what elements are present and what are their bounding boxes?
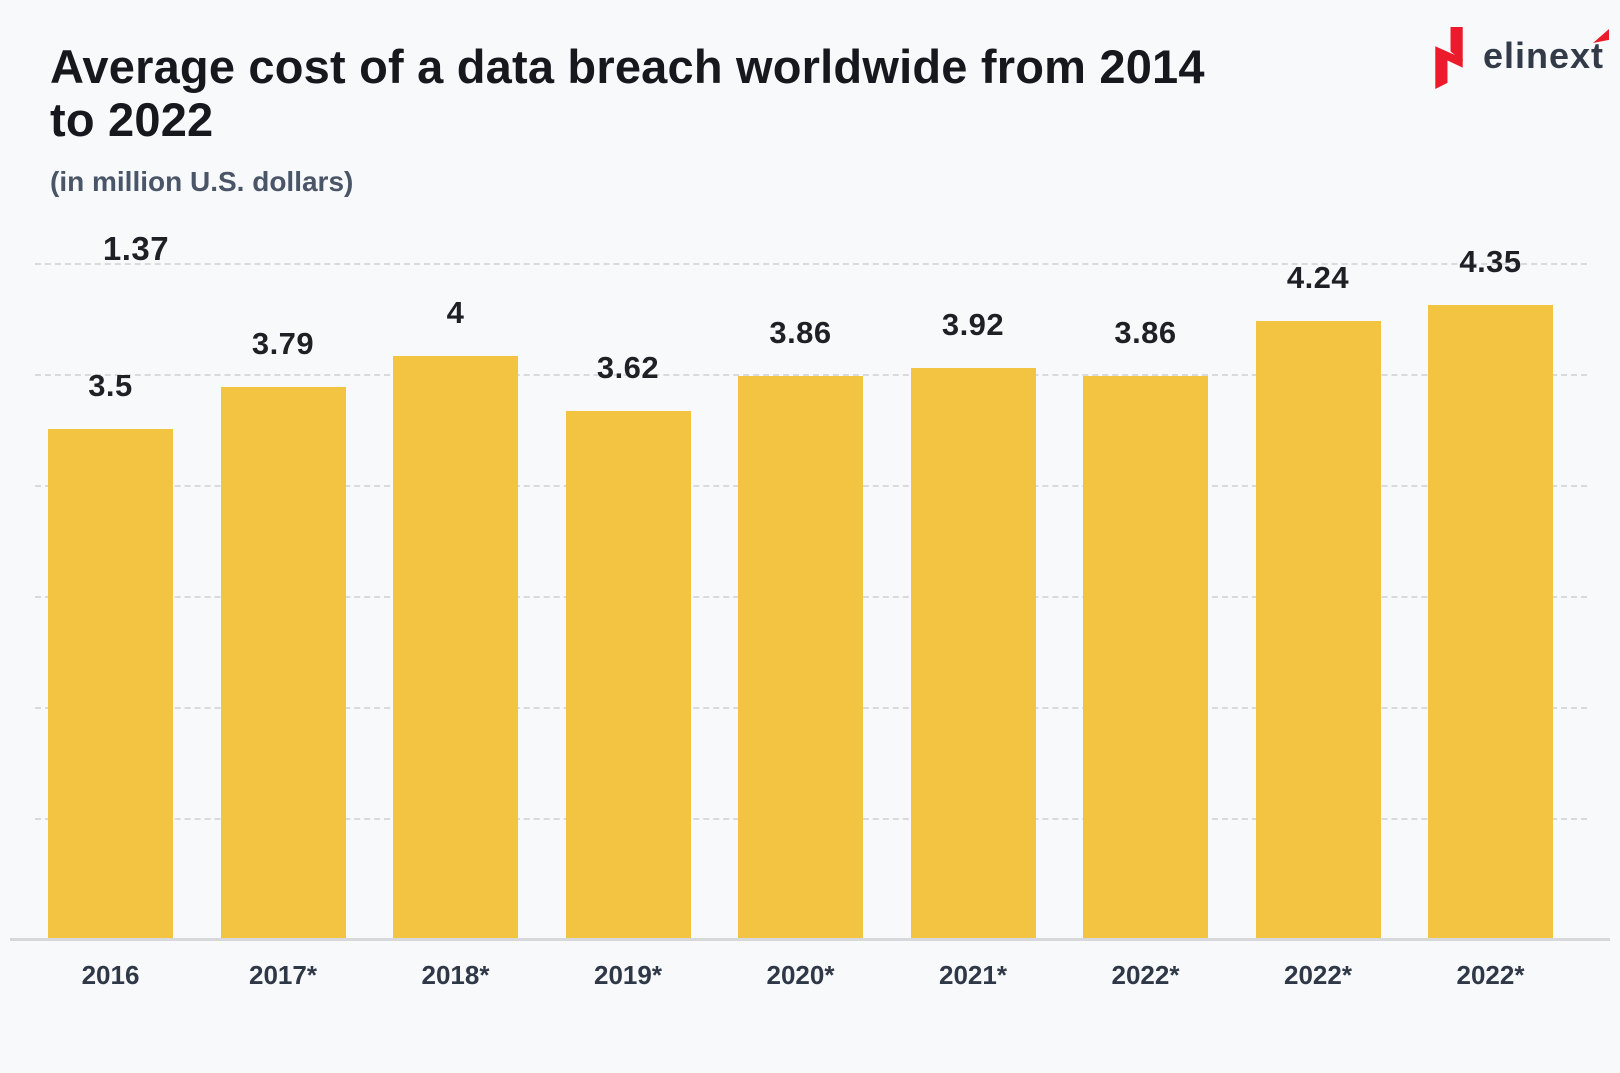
bar-value-label: 3.62: [596, 350, 660, 385]
elinext-logo-text: elinext: [1483, 35, 1605, 76]
bar: [393, 356, 518, 938]
elinext-logo-icon: [1435, 27, 1463, 89]
elinext-logo: elinext: [1435, 27, 1615, 89]
x-axis-label: 2021*: [939, 960, 1007, 990]
x-axis-label: 2019*: [594, 960, 662, 990]
annotation-label: 1.37: [102, 230, 170, 267]
page-title: Average cost of a data breach worldwide …: [50, 40, 1270, 146]
bar-value-label: 4: [446, 295, 465, 330]
x-axis-label: 2022*: [1456, 960, 1525, 990]
x-axis-label: 2022*: [1284, 960, 1352, 990]
x-axis-label: 2022*: [1111, 960, 1180, 990]
bar: [1255, 321, 1381, 938]
chart-subtitle: (in million U.S. dollars): [50, 166, 354, 197]
gridline: [35, 374, 1587, 376]
x-axis-label: 2017*: [249, 960, 317, 990]
bar-value-label: 4.35: [1459, 244, 1522, 279]
bar-value-label: 3.79: [251, 326, 315, 361]
x-axis-label: 2018*: [421, 960, 490, 990]
bar: [48, 429, 173, 938]
x-axis-line: [10, 938, 1610, 941]
bar-value-label: 3.86: [769, 315, 832, 350]
bar: [220, 387, 346, 938]
bar-value-label: 3.92: [941, 307, 1005, 342]
page-title-line1: Average cost of a data breach worldwide …: [50, 40, 1205, 93]
bar: [910, 368, 1036, 938]
x-axis-label: 2020*: [766, 960, 835, 990]
gridline: [35, 263, 1587, 265]
bar: [1428, 305, 1553, 938]
bar-value-label: 3.5: [88, 368, 133, 403]
bar-value-label: 3.86: [1114, 315, 1177, 350]
bar-value-label: 4.24: [1286, 260, 1350, 295]
x-axis-label: 2016: [81, 960, 140, 990]
bar: [738, 376, 863, 938]
bar: [1083, 376, 1208, 938]
bar: [565, 411, 691, 938]
page-title-line2: to 2022: [50, 93, 214, 146]
